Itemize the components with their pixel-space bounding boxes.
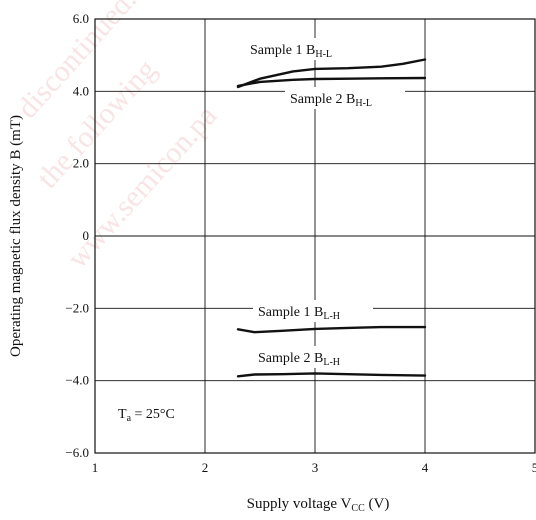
series-line-2 <box>236 76 427 88</box>
y-tick-label: −2.0 <box>65 300 89 315</box>
label-sample1-lh-sub: L-H <box>323 311 340 322</box>
label-sample2-hl-name: Sample 2 B <box>290 92 355 107</box>
x-tick-labels: 1 2 3 4 5 <box>92 460 536 475</box>
y-tick-label: 6.0 <box>73 11 89 26</box>
series-labels: Sample 1 BH-L Sample 2 BH-L Sample 1 BL-… <box>247 38 405 368</box>
x-tick-label: 2 <box>202 460 209 475</box>
x-tick-label: 5 <box>532 460 536 475</box>
x-axis-label-sub: CC <box>351 503 365 514</box>
label-sample1-hl: Sample 1 BH-L <box>247 38 365 60</box>
label-sample2-lh-sub: L-H <box>323 357 340 368</box>
watermark: discontinued. UPL the following www.semi… <box>11 0 224 275</box>
label-sample2-hl-sub: H-L <box>355 98 372 109</box>
y-tick-label: 0 <box>83 228 90 243</box>
x-axis-label-unit: (V) <box>365 496 390 512</box>
label-sample1-lh: Sample 1 BL-H <box>253 300 373 322</box>
y-tick-labels: 6.0 4.0 2.0 0 −2.0 −4.0 −6.0 <box>65 11 89 460</box>
x-axis-label-main: Supply voltage V <box>247 496 352 512</box>
svg-text:Ta = 25°C: Ta = 25°C <box>118 407 175 424</box>
series-group <box>236 58 427 378</box>
label-sample2-lh: Sample 2 BL-H <box>253 346 373 368</box>
label-sample1-hl-name: Sample 1 B <box>250 43 315 58</box>
y-tick-label: 4.0 <box>73 83 89 98</box>
svg-text:Sample 2 BH-L: Sample 2 BH-L <box>290 92 372 109</box>
series-line-1 <box>236 58 427 89</box>
plot-frame <box>94 18 536 454</box>
series-line-3 <box>236 325 427 334</box>
temperature-annotation-main: T <box>118 407 127 422</box>
svg-text:Sample 1 BH-L: Sample 1 BH-L <box>250 43 332 60</box>
svg-text:Sample 1 BL-H: Sample 1 BL-H <box>258 305 340 322</box>
svg-text:Sample 2 BL-H: Sample 2 BL-H <box>258 351 340 368</box>
y-tick-label: −4.0 <box>65 373 89 388</box>
x-tick-label: 1 <box>92 460 99 475</box>
x-tick-label: 3 <box>312 460 319 475</box>
label-sample1-lh-name: Sample 1 B <box>258 305 323 320</box>
x-axis-label: Supply voltage VCC (V) <box>247 496 390 514</box>
y-axis-label: Operating magnetic flux density B (mT) <box>8 115 24 357</box>
temperature-annotation-rest: = 25°C <box>131 407 175 422</box>
label-sample2-hl: Sample 2 BH-L <box>285 87 405 109</box>
y-tick-label: −6.0 <box>65 445 89 460</box>
grid <box>95 19 535 453</box>
label-sample2-lh-name: Sample 2 B <box>258 351 323 366</box>
label-sample1-hl-sub: H-L <box>315 49 332 60</box>
temperature-annotation: Ta = 25°C <box>115 402 195 424</box>
y-tick-label: 2.0 <box>73 156 89 171</box>
series-line-4 <box>236 372 427 378</box>
temperature-annotation-sub: a <box>127 413 132 424</box>
x-tick-label: 4 <box>422 460 429 475</box>
